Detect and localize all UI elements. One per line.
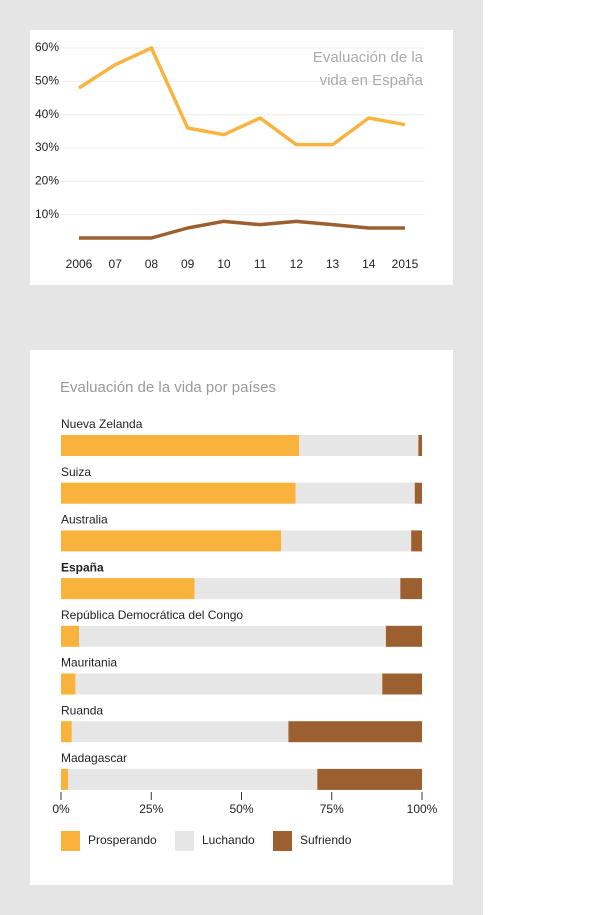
bar-segment [288, 721, 422, 743]
line-series [78, 46, 406, 147]
x-tick-label: 09 [181, 257, 195, 271]
x-tick-label: 2015 [392, 257, 419, 271]
bar-segment [411, 530, 422, 552]
bar-segment [61, 578, 195, 600]
legend-swatch [175, 831, 194, 851]
legend-label: Sufriendo [300, 833, 352, 847]
legend-swatch [61, 831, 80, 851]
y-tick-label: 60% [35, 40, 59, 54]
x-tick-label: 13 [326, 257, 340, 271]
legend-swatch [273, 831, 292, 851]
category-label: España [61, 560, 104, 574]
category-label: Madagascar [61, 751, 127, 765]
category-label: República Democrática del Congo [61, 608, 243, 622]
bar-segment [61, 721, 72, 743]
bar-segment [418, 435, 422, 456]
bar-segment [61, 482, 296, 504]
x-tick-label: 08 [145, 257, 159, 271]
x-tick-label: 100% [407, 802, 438, 816]
legend-label: Prosperando [88, 833, 157, 847]
bar-segment [61, 625, 80, 647]
bar-segment [61, 530, 282, 552]
bar-segment [75, 673, 383, 695]
bar-segment [68, 768, 318, 790]
x-tick-label: 75% [320, 802, 344, 816]
category-label: Australia [61, 513, 108, 527]
bar-segment [61, 768, 69, 790]
chart-title: Evaluación de la vida por países [60, 379, 276, 396]
x-tick-label: 2006 [66, 257, 93, 271]
y-tick-label: 40% [35, 107, 59, 121]
bar-segment [414, 482, 422, 504]
bar-segment [79, 625, 386, 647]
bar-segment [400, 578, 422, 600]
category-label: Ruanda [61, 703, 103, 717]
bar-segment [61, 435, 300, 456]
x-tick-label: 12 [290, 257, 304, 271]
x-tick-label: 25% [139, 802, 163, 816]
bar-segment [61, 673, 76, 695]
bar-segment [281, 530, 412, 552]
bar-segment [385, 625, 422, 647]
y-tick-label: 20% [35, 174, 59, 188]
y-tick-label: 30% [35, 140, 59, 154]
line-card: 10% 20% 30% 40% 50% 60% 2006 07 08 09 10 11 12 13 14 20… [30, 30, 453, 285]
line-chart: 10% 20% 30% 40% 50% 60% 2006 07 08 09 10 11 12 13 14 20… [35, 40, 425, 271]
x-tick-label: 0% [52, 802, 70, 816]
y-tick-label: 50% [35, 74, 59, 88]
bar-segment [194, 578, 401, 600]
category-label: Mauritania [61, 656, 117, 670]
bar-segment [295, 482, 415, 504]
x-tick-label: 50% [229, 802, 253, 816]
bar-chart: Nueva Zelanda Suiza Australia España Repúbli… [52, 417, 438, 851]
category-label: Nueva Zelanda [61, 417, 143, 431]
x-tick-label: 07 [109, 257, 123, 271]
bar-segment [299, 435, 419, 456]
line-series [79, 219, 405, 240]
category-label: Suiza [61, 465, 91, 479]
chart-title: Evaluación de la vida en España [312, 49, 423, 89]
x-tick-label: 11 [254, 257, 267, 271]
x-tick-label: 14 [362, 257, 376, 271]
x-tick-label: 10 [217, 257, 231, 271]
bar-card: Nueva Zelanda Suiza Australia España Repúbli… [30, 350, 453, 885]
legend-label: Luchando [202, 833, 255, 847]
bar-segment [317, 768, 422, 790]
y-tick-label: 10% [35, 207, 59, 221]
bar-segment [71, 721, 289, 743]
bar-segment [382, 673, 422, 695]
